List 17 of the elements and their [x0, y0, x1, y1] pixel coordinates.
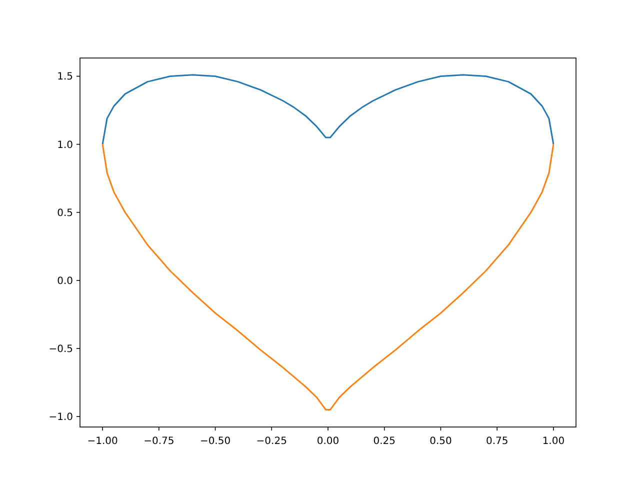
line-series	[102, 144, 554, 410]
x-tick-label: −0.25	[256, 436, 287, 447]
x-tick-label: 0.50	[430, 436, 452, 447]
x-tick-label: −1.00	[87, 436, 118, 447]
x-tick-label: 0.00	[316, 436, 340, 447]
y-tick-label: 0.0	[57, 276, 73, 287]
x-tick-label: −0.50	[200, 436, 231, 447]
x-tick-label: −0.75	[144, 436, 174, 447]
x-tick-label: 0.25	[373, 436, 396, 447]
x-tick-label: 1.00	[542, 436, 565, 447]
y-tick-label: −0.5	[48, 344, 73, 355]
y-tick-label: 0.5	[57, 208, 73, 219]
x-tick-label: 0.75	[486, 436, 508, 447]
y-tick-label: −1.0	[48, 412, 73, 424]
line-series	[102, 74, 554, 146]
y-tick-label: 1.0	[57, 140, 73, 151]
y-tick-label: 1.5	[57, 72, 73, 83]
